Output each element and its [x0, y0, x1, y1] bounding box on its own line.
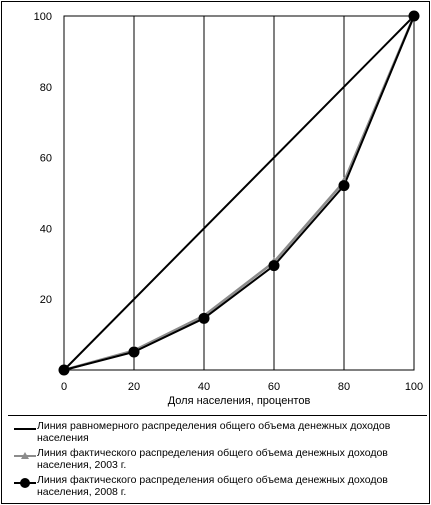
x-tick-label-20: 20 [128, 381, 140, 393]
series-lines [63, 15, 416, 372]
legend-symbol-2003 [14, 452, 36, 459]
series-2-point-3 [268, 260, 280, 272]
y-tick-label-100: 100 [34, 11, 52, 23]
legend: Линия равномерного распределения общего … [8, 415, 427, 503]
x-tick-label-40: 40 [198, 381, 210, 393]
x-tick-label-0: 0 [61, 381, 67, 393]
y-tick-labels: 20 40 60 80 100 [34, 11, 52, 306]
series-2-point-0 [58, 364, 70, 376]
y-tick-label-20: 20 [40, 294, 52, 306]
x-tick-label-80: 80 [338, 381, 350, 393]
y-tick-label-60: 60 [40, 153, 52, 165]
x-tick-label-60: 60 [268, 381, 280, 393]
series-markers [58, 10, 420, 376]
y-tick-label-40: 40 [40, 223, 52, 235]
x-tick-labels: 0 20 40 60 80 100 [61, 381, 423, 393]
series-line-1 [63, 15, 416, 372]
legend-symbol-uniform [14, 428, 36, 430]
legend-label-2008: Линия фактического распределения общего … [37, 474, 388, 498]
legend-symbol-2008 [14, 478, 36, 488]
series-2-point-5 [408, 10, 420, 22]
x-tick-label-100: 100 [405, 381, 423, 393]
x-axis-title: Доля населения, процентов [168, 395, 311, 407]
chart-plot: 0 20 40 60 80 100 20 40 60 80 100 Доля населения,… [34, 10, 423, 407]
series-2-point-1 [128, 346, 140, 358]
series-2-point-2 [198, 312, 210, 324]
series-line-2 [63, 15, 415, 371]
series-2-point-4 [338, 180, 350, 192]
legend-label-uniform: Линия равномерного распределения общего … [37, 420, 391, 444]
legend-label-2003: Линия фактического распределения общего … [37, 447, 388, 471]
series-line-0 [63, 15, 415, 371]
y-tick-label-80: 80 [40, 82, 52, 94]
